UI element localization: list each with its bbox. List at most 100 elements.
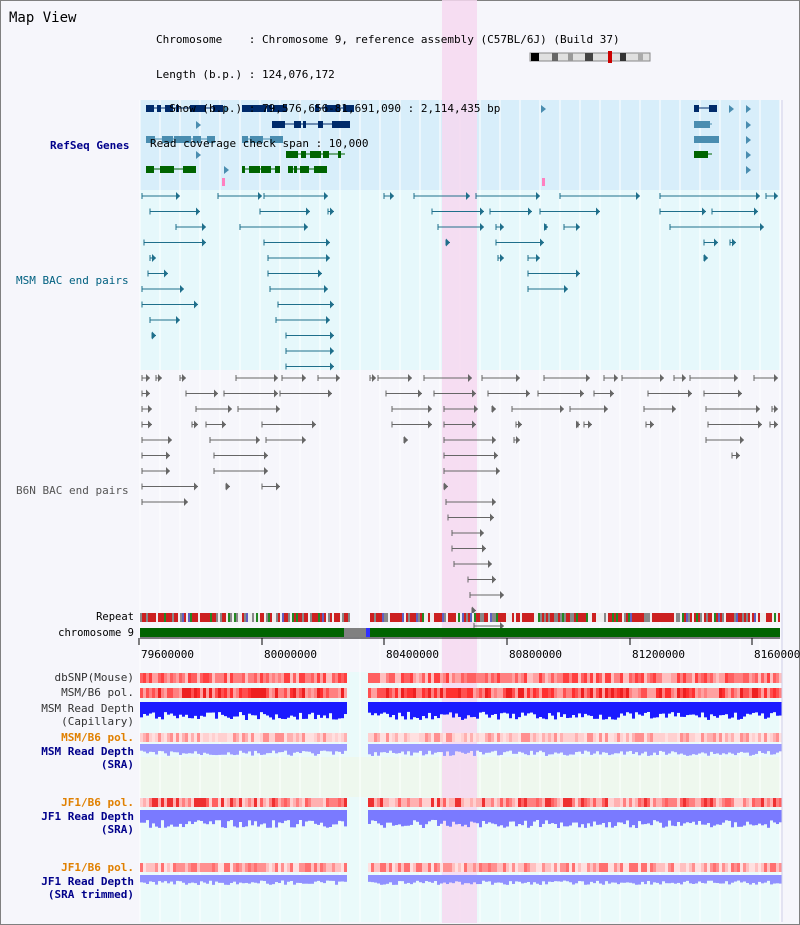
msm-capillary-depth-bar (587, 702, 590, 716)
dbsnp-cell (338, 673, 341, 683)
msm-capillary-depth-bar (686, 702, 689, 716)
jf1-trimmed-depth-bar (428, 875, 431, 882)
jf1-pol2-cell (200, 863, 203, 872)
repeat-element (674, 613, 676, 622)
msm-pol2-cell (152, 733, 155, 742)
repeat-element (690, 613, 692, 622)
jf1-sra-depth-bar (536, 810, 539, 821)
msm-pol-cell (752, 688, 755, 698)
jf1-pol-cell (140, 798, 143, 807)
b6n-bac-arrow (468, 374, 472, 382)
repeat-element (640, 613, 642, 622)
repeat-element (562, 613, 564, 622)
dbsnp-cell (503, 673, 506, 683)
jf1-pol-cell (665, 798, 668, 807)
msm-capillary-depth-bar (215, 702, 218, 719)
jf1-pol2-cell (212, 863, 215, 872)
dbsnp-cell (173, 673, 176, 683)
repeat-element (626, 613, 628, 622)
jf1-trimmed-depth-bar (341, 875, 344, 882)
msm-sra-depth-bar (716, 744, 719, 754)
msm-pol2-cell (314, 733, 317, 742)
jf1-pol2-cell (569, 863, 572, 872)
msm-bac-arrow (330, 331, 334, 340)
gene-exon (157, 105, 161, 112)
jf1-trimmed-depth-bar (584, 875, 587, 885)
jf1-pol-cell (275, 798, 278, 807)
dbsnp-cell (746, 673, 749, 683)
jf1-trimmed-depth-bar (143, 875, 146, 883)
jf1-pol2-cell (614, 863, 617, 872)
msm-pol-cell (620, 688, 623, 698)
jf1-pol-cell (539, 798, 542, 807)
jf1-sra-depth-bar (644, 810, 647, 825)
msm-bac-arrow (544, 223, 548, 231)
jf1-trimmed-depth-bar (623, 875, 626, 883)
jf1-pol2-cell (305, 863, 308, 872)
dbsnp-cell (443, 673, 446, 683)
msm-pol-cell (155, 688, 158, 698)
track-label-b6n-bac[interactable]: B6N BAC end pairs (16, 484, 129, 497)
repeat-element (622, 613, 624, 622)
msm-bac-arrow (754, 207, 758, 216)
msm-sra-depth-bar (566, 744, 569, 756)
track-label-msm-bac[interactable]: MSM BAC end pairs (16, 274, 129, 287)
msm-sra-depth-bar (749, 744, 752, 756)
jf1-sra-depth-bar (437, 810, 440, 826)
msm-pol-cell (548, 688, 551, 698)
jf1-pol2-cell (275, 863, 278, 872)
dbsnp-cell (143, 673, 146, 683)
msm-sra-depth-bar (221, 744, 224, 755)
repeat-element (182, 613, 184, 622)
gene-exon (146, 136, 154, 143)
jf1-sra-depth-bar (296, 810, 299, 825)
track-label-repeat: Repeat (96, 611, 134, 623)
msm-pol-cell (536, 688, 539, 698)
dbsnp-cell (449, 673, 452, 683)
dbsnp-cell (155, 673, 158, 683)
msm-sra-depth-bar (593, 744, 596, 754)
jf1-pol-cell (218, 798, 221, 807)
repeat-element (172, 613, 174, 622)
ideogram-band (552, 53, 558, 61)
jf1-pol-cell (185, 798, 188, 807)
msm-sra-depth-bar (455, 744, 458, 752)
msm-pol-cell (317, 688, 320, 698)
jf1-sra-depth-bar (344, 810, 347, 827)
msm-sra-depth-bar (461, 744, 464, 753)
repeat-element (338, 613, 340, 622)
jf1-pol-cell (680, 798, 683, 807)
msm-pol-cell (503, 688, 506, 698)
jf1-pol-cell (509, 798, 512, 807)
repeat-element (592, 613, 594, 622)
jf1-pol-cell (383, 798, 386, 807)
msm-pol2-cell (326, 733, 329, 742)
msm-sra-depth-bar (665, 744, 668, 755)
jf1-pol2-cell (632, 863, 635, 872)
jf1-pol-cell (560, 798, 563, 807)
track-label-refseq[interactable]: RefSeq Genes (50, 139, 130, 152)
repeat-element (210, 613, 212, 622)
repeat-element (420, 613, 422, 622)
jf1-trimmed-depth-bar (581, 875, 584, 882)
jf1-sra-depth-bar (545, 810, 548, 821)
gene-exon (292, 151, 298, 158)
msm-capillary-depth-bar (659, 702, 662, 714)
jf1-trimmed-depth-bar (530, 875, 533, 885)
msm-sra-depth-bar (242, 744, 245, 753)
jf1-pol2-cell (476, 863, 479, 872)
msm-sra-depth-bar (734, 744, 737, 756)
repeat-element (588, 613, 590, 622)
jf1-sra-depth-bar (692, 810, 695, 822)
msm-pol2-cell (683, 733, 686, 742)
msm-pol-cell (491, 688, 494, 698)
jf1-pol-cell (488, 798, 491, 807)
dbsnp-cell (467, 673, 470, 683)
repeat-element (466, 613, 468, 622)
gene-exon (709, 105, 717, 112)
repeat-element (630, 613, 632, 622)
b6n-bac-arrow (614, 374, 618, 382)
repeat-element (512, 613, 514, 622)
repeat-element (312, 613, 314, 622)
